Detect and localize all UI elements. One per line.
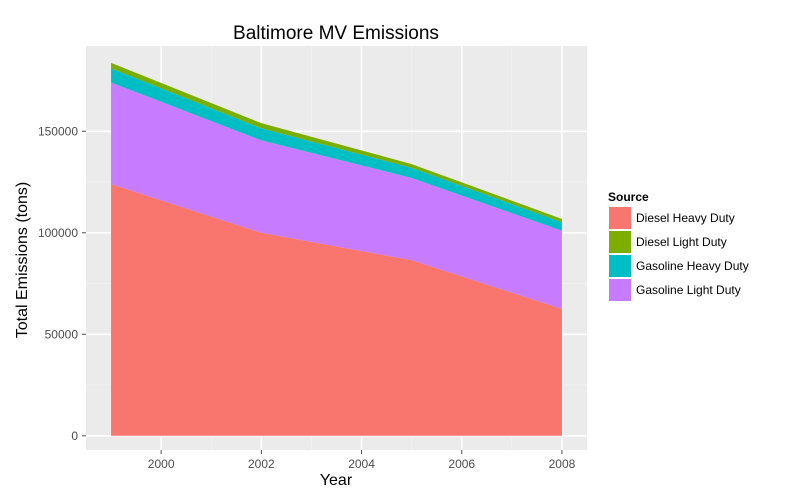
x-tick-label: 2008 [549,457,576,471]
area-layers [111,62,562,436]
legend-label-diesel-heavy-duty: Diesel Heavy Duty [636,211,735,225]
legend-label-diesel-light-duty: Diesel Light Duty [636,235,727,249]
legend-label-gasoline-light-duty: Gasoline Light Duty [636,283,741,297]
area-gasoline-heavy-duty [111,68,562,231]
x-tick-label: 2006 [448,457,475,471]
x-tick-label: 2002 [248,457,275,471]
y-tick-label: 150000 [38,124,78,138]
legend-key-diesel-light-duty [609,231,631,253]
legend-label-gasoline-heavy-duty: Gasoline Heavy Duty [636,259,749,273]
y-tick-label: 100000 [38,226,78,240]
legend-key-gasoline-heavy-duty [609,255,631,277]
y-axis-title: Total Emissions (tons) [14,182,31,339]
y-axis: 0 50000 100000 150000 [38,124,86,443]
legend: Source Diesel Heavy Duty Diesel Light Dut… [608,190,749,301]
area-gasoline-light-duty [111,82,562,309]
x-axis: 2000 2002 2004 2006 2008 [148,450,576,471]
legend-title: Source [608,190,649,204]
area-diesel-heavy-duty [111,184,562,436]
x-axis-title: Year [320,472,353,489]
legend-key-gasoline-light-duty [609,279,631,301]
y-tick-label: 0 [71,429,78,443]
y-tick-label: 50000 [45,327,79,341]
x-tick-label: 2000 [148,457,175,471]
chart-title: Baltimore MV Emissions [233,23,439,44]
legend-key-diesel-heavy-duty [609,207,631,229]
x-tick-label: 2004 [348,457,375,471]
